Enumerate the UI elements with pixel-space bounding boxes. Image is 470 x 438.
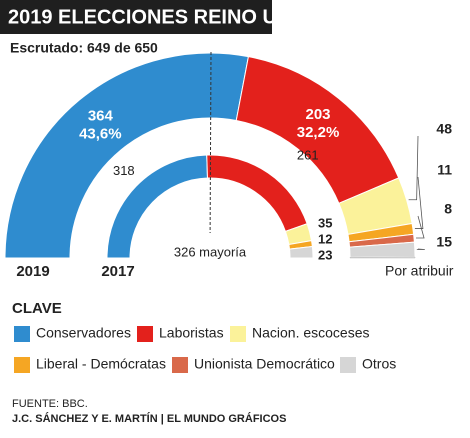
credit: J.C. SÁNCHEZ Y E. MARTÍN | EL MUNDO GRÁF…	[12, 412, 286, 425]
seat-label: 364	[88, 107, 114, 124]
seat-segment	[206, 154, 308, 233]
seat-label: 261	[297, 147, 319, 162]
seat-label: 23	[318, 247, 332, 262]
seat-label: 203	[306, 106, 331, 123]
legend-swatch	[137, 326, 153, 342]
seat-label: 12	[318, 231, 332, 246]
seat-label: 11	[437, 162, 452, 178]
seat-label: 8	[444, 201, 452, 217]
legend-swatch	[14, 326, 30, 342]
legend-label: Nacion. escoceses	[252, 325, 370, 341]
seat-label: 35	[318, 215, 332, 230]
legend-swatch	[14, 357, 30, 373]
leader-line	[416, 215, 425, 239]
legend-label: Conservadores	[36, 325, 131, 341]
pending-label: Por atribuir	[385, 263, 454, 279]
legend-title: CLAVE	[12, 300, 62, 317]
percent-label: 32,2%	[297, 124, 340, 141]
legend-swatch	[230, 326, 246, 342]
pending-segment	[349, 256, 416, 259]
seat-label: 318	[113, 163, 135, 178]
title-bar	[0, 0, 272, 34]
percent-label: 43,6%	[79, 125, 122, 142]
leader-line	[414, 176, 424, 229]
legend-label: Laboristas	[159, 325, 224, 341]
chart-title: 2019 ELECCIONES REINO UNIDO	[8, 6, 327, 28]
ring-label: 2017	[101, 263, 134, 280]
seat-segment	[4, 52, 249, 259]
legend-label: Otros	[362, 356, 396, 372]
ring-label: 2019	[16, 263, 49, 280]
legend-label: Liberal - Demócratas	[36, 356, 166, 372]
subtitle: Escrutado: 649 de 650	[10, 40, 158, 56]
source: FUENTE: BBC.	[12, 398, 88, 410]
legend-swatch	[172, 357, 188, 373]
legend-label: Unionista Democrático	[194, 356, 335, 372]
majority-label: 326 mayoría	[174, 244, 247, 259]
majority-line	[209, 51, 212, 234]
leader-line	[408, 135, 419, 201]
seat-segment	[288, 246, 314, 259]
legend-swatch	[340, 357, 356, 373]
seat-label: 48	[436, 121, 452, 137]
seat-label: 15	[436, 234, 452, 250]
